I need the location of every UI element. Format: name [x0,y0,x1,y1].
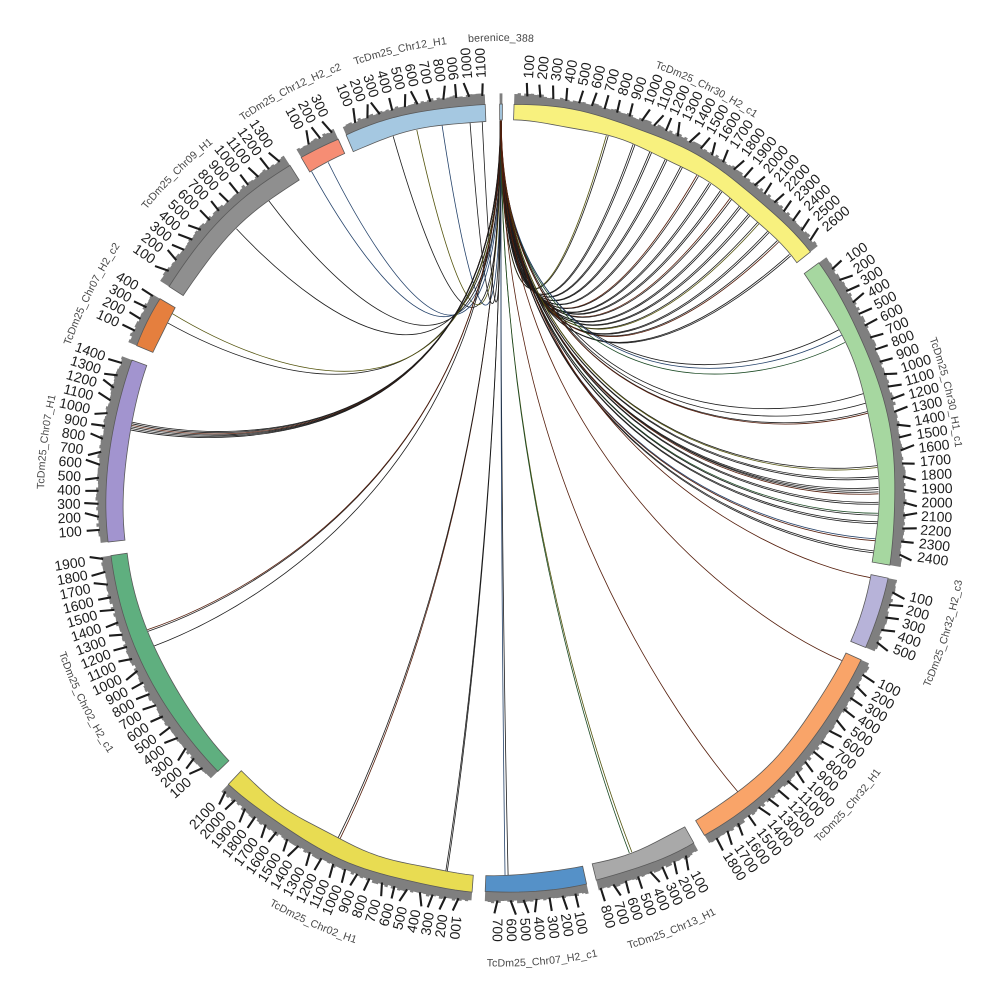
svg-text:300: 300 [57,496,81,512]
svg-text:700: 700 [490,918,506,942]
svg-text:berenice_388: berenice_388 [468,32,535,45]
svg-text:1100: 1100 [472,47,489,78]
